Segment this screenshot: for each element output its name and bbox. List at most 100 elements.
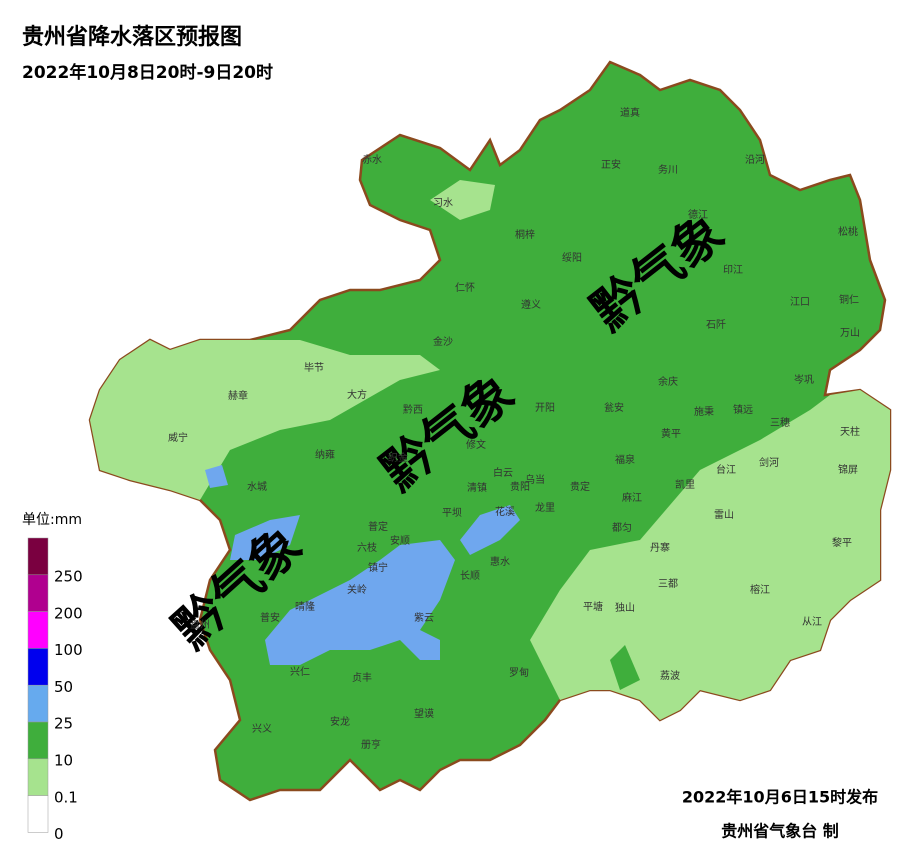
county-label: 安顺 [390, 534, 410, 547]
county-label: 独山 [615, 601, 635, 614]
county-label: 黔西 [403, 403, 423, 416]
county-label: 榕江 [750, 583, 770, 596]
legend-label: 25 [54, 715, 73, 733]
county-label: 麻江 [622, 491, 642, 504]
county-label: 丹寨 [650, 541, 670, 554]
county-label: 贞丰 [352, 671, 372, 684]
county-label: 剑河 [759, 456, 779, 469]
moderate-rain-south [610, 645, 640, 690]
county-label: 凯里 [675, 478, 695, 491]
county-label: 晴隆 [295, 600, 315, 613]
county-label: 仁怀 [455, 282, 475, 294]
county-label: 施秉 [694, 405, 714, 418]
county-label: 镇宁 [368, 561, 388, 574]
county-label: 紫云 [414, 612, 434, 624]
legend-swatch [27, 537, 49, 576]
county-label: 黎平 [832, 536, 852, 549]
county-label: 万山 [840, 327, 860, 339]
county-label: 花溪 [495, 505, 515, 518]
county-label: 赤水 [362, 154, 382, 166]
county-label: 平塘 [583, 600, 603, 613]
county-label: 册亨 [361, 738, 381, 751]
county-label: 天柱 [840, 425, 860, 438]
county-label: 荔波 [660, 669, 680, 682]
legend-label: 0 [54, 825, 64, 843]
county-label: 乌当 [525, 473, 545, 486]
county-label: 铜仁 [839, 294, 859, 306]
county-label: 江口 [790, 296, 810, 308]
light-rain-north [430, 180, 495, 220]
legend-label: 10 [54, 752, 73, 770]
county-label: 长顺 [460, 570, 480, 582]
map-subtitle: 2022年10月8日20时-9日20时 [22, 62, 273, 83]
county-label: 龙里 [535, 501, 555, 514]
county-label: 惠水 [490, 555, 510, 568]
county-label: 道真 [620, 106, 640, 119]
county-label: 黄平 [661, 427, 681, 440]
county-label: 贵定 [570, 480, 590, 493]
legend-label: 50 [54, 678, 73, 696]
county-label: 盘州 [190, 618, 210, 631]
county-label: 赫章 [228, 389, 248, 402]
map-title: 贵州省降水落区预报图 [22, 25, 242, 50]
heavy-rain-main [265, 540, 455, 665]
county-label: 岑巩 [794, 374, 814, 386]
county-label: 锦屏 [838, 463, 858, 476]
legend-swatch [27, 758, 49, 796]
legend-swatch [27, 684, 49, 723]
county-label: 水城 [247, 481, 267, 493]
county-label: 望谟 [414, 707, 434, 720]
legend-swatch [27, 611, 49, 649]
county-label: 大方 [347, 388, 367, 401]
county-label: 金沙 [433, 335, 453, 348]
county-label: 印江 [723, 264, 743, 276]
county-label: 桐梓 [515, 228, 535, 241]
county-label: 纳雍 [315, 448, 335, 461]
legend-label: 100 [54, 641, 83, 659]
legend-swatch [27, 648, 49, 686]
county-label: 都匀 [612, 522, 632, 534]
legend-swatch [27, 721, 49, 760]
issue-time: 2022年10月6日15时发布 [682, 788, 878, 807]
county-label: 绥阳 [562, 252, 582, 264]
light-rain-east [530, 390, 890, 720]
county-label: 沿河 [745, 154, 765, 166]
heavy-rain-small [205, 465, 228, 488]
county-label: 瓮安 [604, 401, 624, 414]
county-label: 修文 [466, 438, 486, 451]
county-label: 贵阳 [510, 480, 530, 493]
legend-unit: 单位:mm [22, 512, 82, 528]
county-label: 镇远 [733, 403, 753, 416]
county-label: 清镇 [467, 481, 487, 494]
county-label: 三穗 [770, 416, 790, 429]
county-label: 六枝 [357, 541, 377, 554]
county-label: 务川 [658, 163, 678, 176]
county-label: 平坝 [442, 507, 462, 519]
heavy-rain-huaxi [460, 505, 520, 555]
county-label: 余庆 [658, 375, 678, 388]
county-label: 雷山 [714, 509, 734, 521]
county-label: 松桃 [838, 225, 858, 238]
county-label: 关岭 [347, 583, 367, 596]
county-label: 安龙 [330, 715, 350, 728]
county-label: 兴仁 [290, 666, 310, 678]
county-label: 从江 [802, 616, 822, 628]
county-label: 开阳 [535, 402, 555, 414]
county-label: 德江 [688, 208, 708, 221]
legend-label: 200 [54, 604, 83, 622]
county-label: 织金 [388, 451, 408, 464]
county-label: 白云 [493, 466, 513, 479]
county-label: 威宁 [168, 431, 188, 444]
legend-swatch [27, 795, 49, 833]
county-label: 遵义 [521, 298, 541, 311]
heavy-rain-west [230, 515, 300, 560]
county-label: 毕节 [304, 361, 324, 374]
county-label: 普定 [368, 520, 388, 533]
county-label: 罗甸 [509, 666, 529, 679]
county-label: 兴义 [252, 723, 272, 735]
legend-label: 250 [54, 568, 83, 586]
light-rain-west [90, 340, 440, 500]
county-label: 习水 [433, 197, 453, 209]
county-label: 正安 [601, 158, 621, 171]
